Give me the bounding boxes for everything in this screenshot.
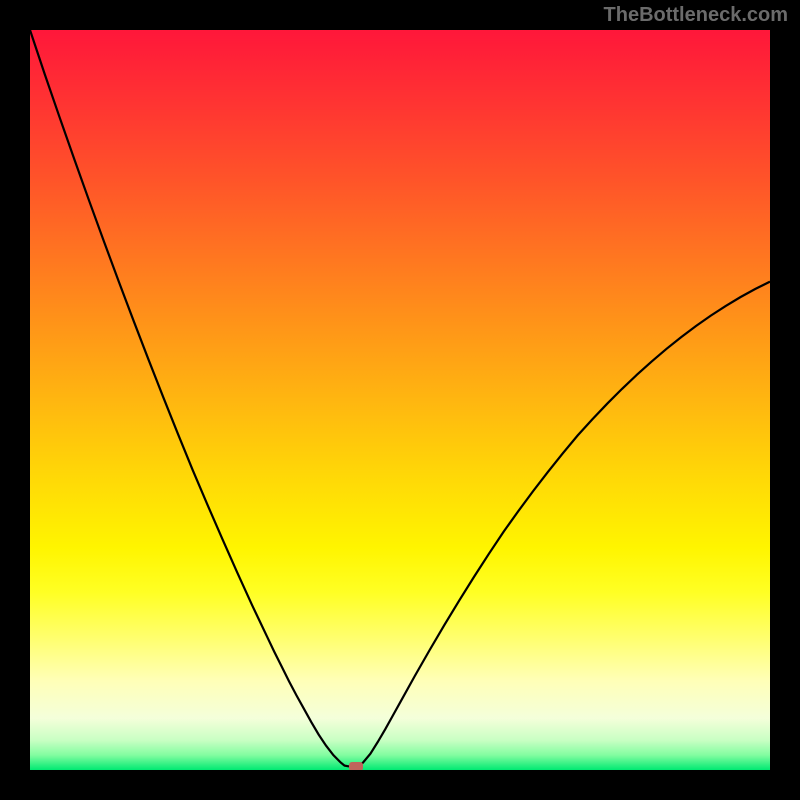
- plot-area: [30, 30, 770, 770]
- curve-path: [30, 30, 770, 766]
- chart-container: { "watermark": { "text": "TheBottleneck.…: [0, 0, 800, 800]
- optimum-marker: [349, 762, 363, 770]
- bottleneck-curve: [30, 30, 770, 770]
- watermark-text: TheBottleneck.com: [604, 4, 788, 27]
